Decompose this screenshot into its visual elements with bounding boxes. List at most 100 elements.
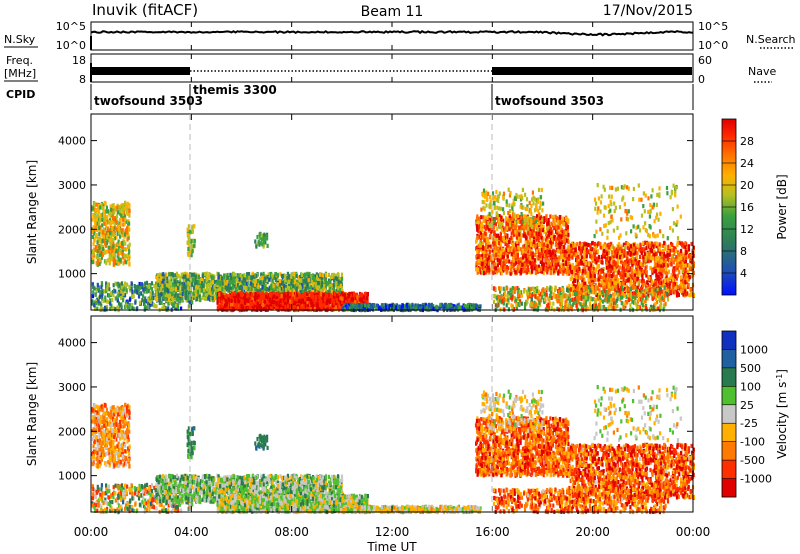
power-cell [280, 307, 283, 312]
power-cell [126, 237, 129, 242]
power-cell [138, 291, 141, 296]
power-cell [115, 220, 118, 225]
power-cell [205, 278, 208, 283]
power-cell [98, 225, 101, 231]
power-cell [262, 306, 265, 312]
freq-band-2 [492, 67, 692, 75]
power-cell [214, 291, 217, 296]
power-cell [318, 300, 321, 305]
power-cell [243, 288, 246, 293]
power-cell [171, 295, 174, 300]
power-cell [220, 282, 223, 287]
power-cell [163, 287, 166, 293]
power-cell [149, 290, 152, 295]
power-cell [287, 286, 290, 291]
power-cell [253, 282, 257, 287]
power-cell [197, 285, 200, 290]
power-cell [115, 235, 118, 240]
power-cell [115, 214, 119, 219]
power-cell [466, 303, 470, 308]
power-cell [251, 292, 254, 297]
power-cell [233, 276, 237, 281]
power-cell [94, 247, 97, 252]
power-cell [98, 239, 101, 244]
power-cell [329, 293, 332, 298]
power-cell [209, 291, 212, 296]
power-cell [155, 304, 158, 309]
power-cell [276, 294, 279, 299]
power-cell [151, 296, 154, 301]
power-cell [230, 275, 233, 280]
power-cell [178, 281, 181, 286]
power-cell [179, 289, 182, 294]
power-cell [203, 279, 206, 284]
power-cell [304, 278, 307, 283]
power-cell [112, 293, 115, 298]
power-cell [92, 285, 95, 290]
power-cell [245, 298, 249, 303]
power-cell [223, 303, 227, 308]
power-cell [213, 296, 216, 301]
power-cell [227, 285, 230, 290]
power-cell [233, 298, 237, 303]
power-cell [162, 272, 165, 277]
power-cell [103, 289, 107, 294]
power-cell [150, 281, 154, 286]
nave-tick-top: 60 [698, 54, 712, 67]
power-cell [109, 306, 112, 311]
power-cell [180, 306, 183, 311]
power-cell [134, 300, 137, 305]
power-cell [105, 224, 108, 229]
power-cell [93, 286, 96, 291]
power-cell [94, 306, 97, 311]
power-cell [277, 293, 280, 298]
power-cell [105, 284, 108, 289]
power-cell [114, 281, 117, 286]
power-cell [126, 226, 129, 231]
power-cell [247, 305, 250, 310]
power-cell [112, 216, 115, 222]
freq-label: Freq. [6, 54, 33, 67]
power-cell [210, 287, 213, 292]
power-cell [96, 282, 99, 287]
power-cell [147, 297, 150, 302]
power-cell [315, 282, 318, 287]
power-cell [196, 293, 199, 298]
power-cell [177, 298, 180, 303]
power-cell [306, 296, 309, 301]
power-cell [114, 217, 117, 222]
power-cell [232, 297, 235, 302]
power-cell [127, 244, 130, 249]
power-cell [229, 272, 232, 277]
power-cell [287, 297, 290, 302]
power-cell [312, 304, 315, 309]
power-cell [101, 238, 104, 243]
power-cell [298, 286, 301, 291]
power-cell [97, 218, 100, 223]
power-cell [284, 303, 287, 308]
power-cell [141, 298, 144, 303]
power-cell [324, 278, 328, 283]
power-cell [102, 230, 105, 235]
power-cell [161, 306, 164, 311]
power-cell [122, 291, 125, 296]
power-cell [93, 300, 96, 305]
power-cell [271, 296, 274, 301]
power-cell [217, 275, 220, 280]
power-cell [212, 287, 215, 292]
power-cell [224, 285, 227, 290]
power-cell [96, 286, 100, 291]
power-cell [99, 301, 102, 306]
power-cell [237, 280, 240, 285]
power-cell [237, 307, 240, 312]
power-cell [174, 303, 178, 308]
power-cell [286, 292, 289, 297]
power-cell [303, 278, 306, 283]
power-cell [316, 281, 320, 286]
power-cell [138, 281, 141, 287]
power-cell [243, 304, 246, 309]
power-cell [100, 285, 103, 290]
power-cell [116, 205, 119, 210]
power-cell [320, 275, 323, 280]
power-cell [122, 298, 125, 303]
